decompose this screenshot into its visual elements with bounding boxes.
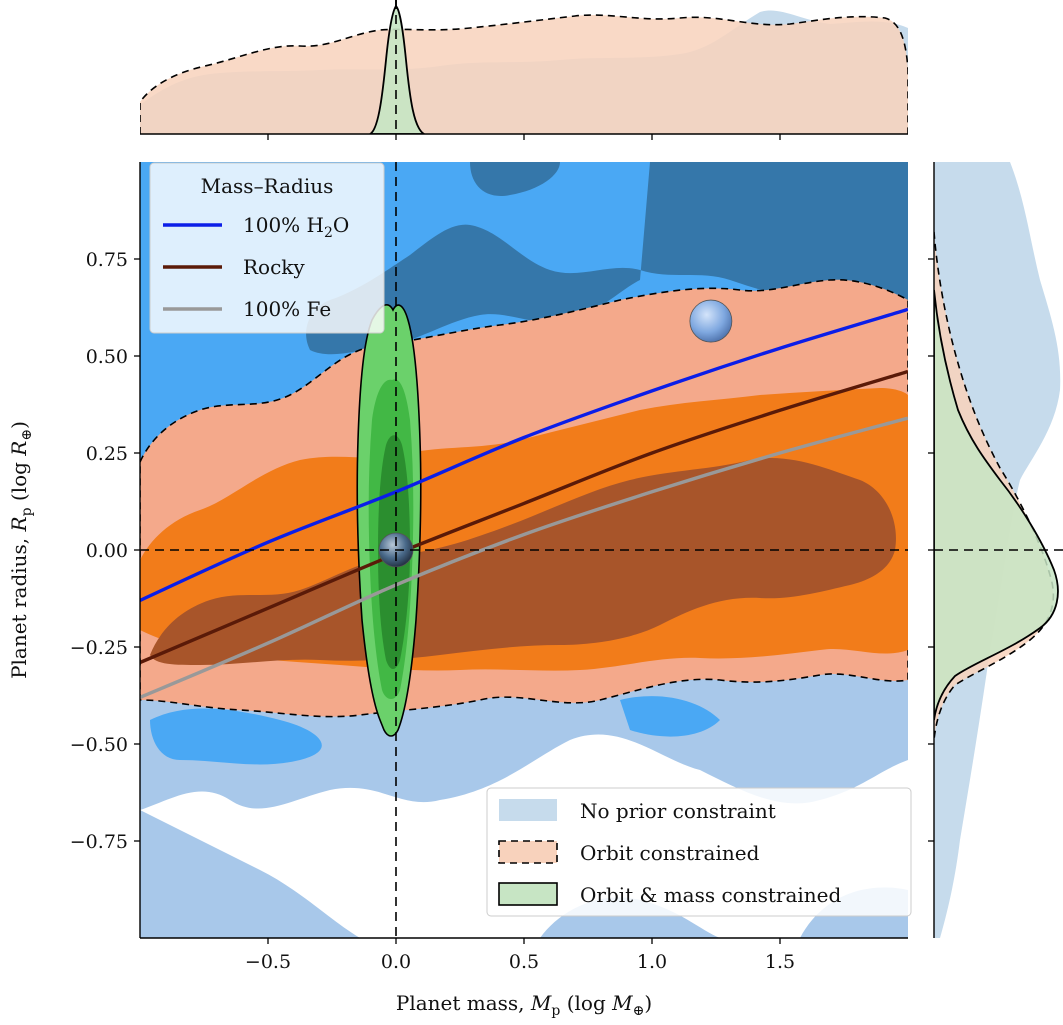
prior-region-dark [306,162,908,355]
legend-label-no-prior: No prior constraint [580,799,776,823]
y-tick-label: −0.25 [70,637,128,659]
legend-swatch-no-prior [499,799,557,821]
constraint-legend: No prior constraint Orbit constrained Or… [486,787,912,917]
x-tick-label: 1.5 [765,951,795,973]
mass-radius-curves [140,307,908,699]
x-tick-label: −0.5 [245,951,291,973]
x-axis-label: Planet mass, Mp (log M⊕) [396,991,652,1019]
x-tick-label: 0.0 [381,951,411,973]
y-tick-label: 0.50 [86,346,128,368]
neptune-marker [689,299,733,343]
y-tick-label: −0.75 [70,831,128,853]
y-axis-label: Planet radius, Rp (log R⊕) [7,421,35,679]
legend-label-rocky: Rocky [243,255,305,279]
x-axis-ticks: −0.5 0.0 0.5 1.0 1.5 [245,134,795,973]
legend-swatch-orbit [498,840,558,864]
legend-label-fe: 100% Fe [243,297,331,321]
top-marginal-panel [140,0,908,134]
mass-radius-legend-title: Mass–Radius [201,174,334,198]
legend-label-orbit: Orbit constrained [580,841,760,865]
legend-label-mass: Orbit & mass constrained [580,883,842,907]
y-tick-label: 0.00 [86,540,128,562]
y-axis-ticks: 0.75 0.50 0.25 0.00 −0.25 −0.50 −0.75 [70,249,934,853]
curve-fe [140,416,908,699]
curve-h2o [140,307,908,602]
right-marginal-mass [934,289,1059,721]
x-tick-label: 1.0 [637,951,667,973]
y-tick-label: 0.25 [86,443,128,465]
legend-label-h2o: 100% H2O [243,213,349,241]
mass-radius-legend: Mass–Radius 100% H2O Rocky 100% Fe [149,162,385,334]
y-tick-label: 0.75 [86,249,128,271]
curve-rocky [140,369,908,665]
top-marginal-orbit [140,14,908,134]
x-tick-label: 0.5 [509,951,539,973]
legend-swatch-mass [498,882,558,906]
y-tick-label: −0.50 [70,734,128,756]
